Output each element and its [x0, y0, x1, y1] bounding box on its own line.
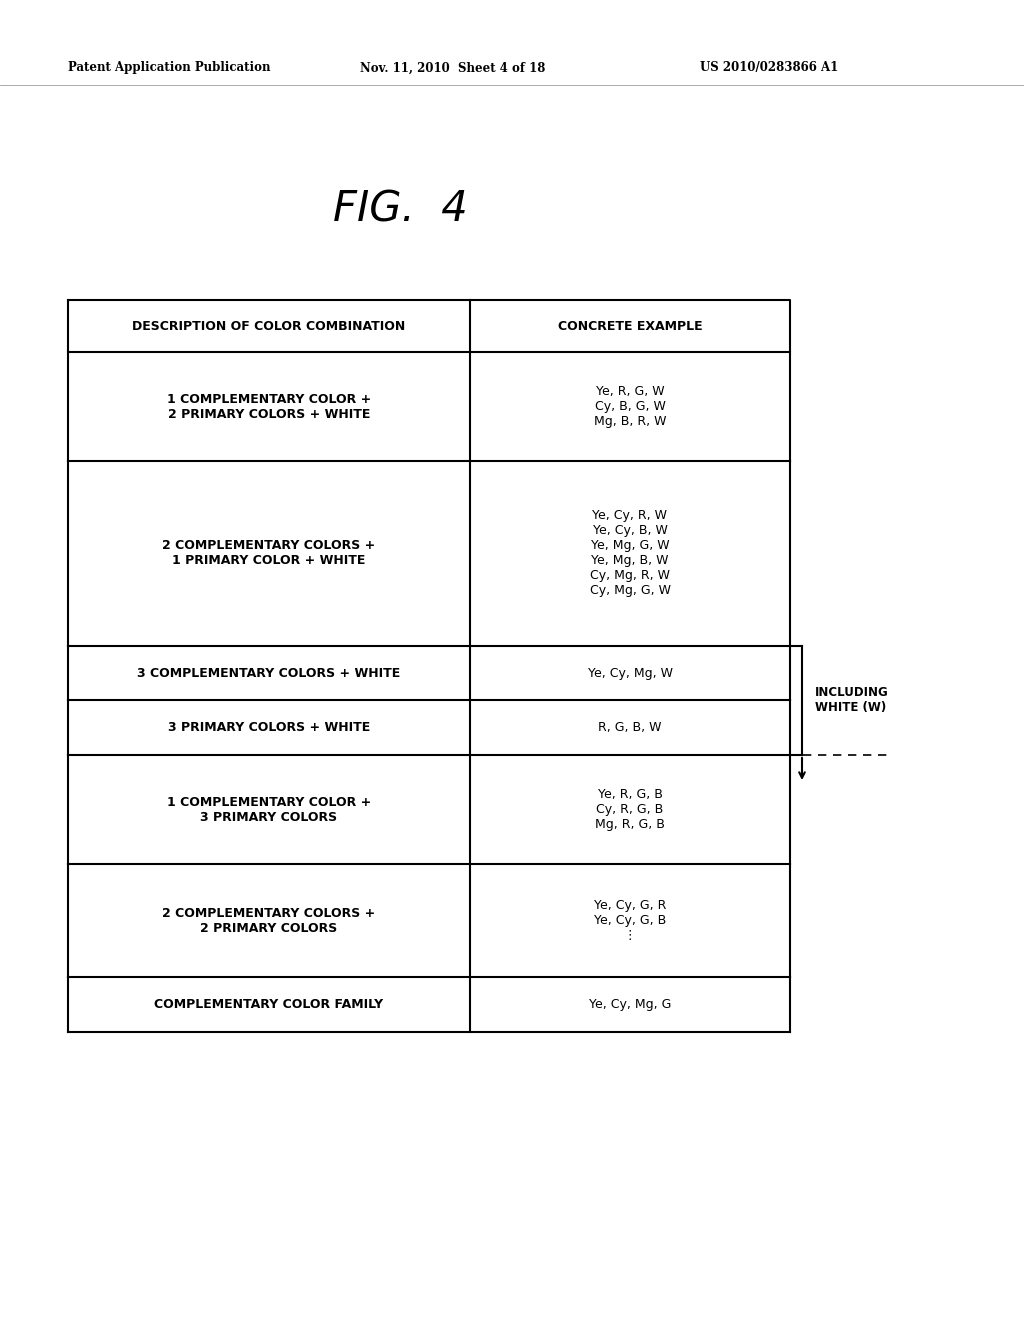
Text: Ye, Cy, Mg, W: Ye, Cy, Mg, W	[588, 667, 673, 680]
Text: 2 COMPLEMENTARY COLORS +
2 PRIMARY COLORS: 2 COMPLEMENTARY COLORS + 2 PRIMARY COLOR…	[163, 907, 376, 935]
Text: 2 COMPLEMENTARY COLORS +
1 PRIMARY COLOR + WHITE: 2 COMPLEMENTARY COLORS + 1 PRIMARY COLOR…	[163, 540, 376, 568]
Text: R, G, B, W: R, G, B, W	[598, 721, 662, 734]
Text: Ye, Cy, G, R
Ye, Cy, G, B
⋮: Ye, Cy, G, R Ye, Cy, G, B ⋮	[594, 899, 667, 942]
Text: 1 COMPLEMENTARY COLOR +
3 PRIMARY COLORS: 1 COMPLEMENTARY COLOR + 3 PRIMARY COLORS	[167, 796, 371, 824]
Text: 1 COMPLEMENTARY COLOR +
2 PRIMARY COLORS + WHITE: 1 COMPLEMENTARY COLOR + 2 PRIMARY COLORS…	[167, 392, 371, 421]
Text: DESCRIPTION OF COLOR COMBINATION: DESCRIPTION OF COLOR COMBINATION	[132, 319, 406, 333]
Text: 3 PRIMARY COLORS + WHITE: 3 PRIMARY COLORS + WHITE	[168, 721, 370, 734]
Text: Patent Application Publication: Patent Application Publication	[68, 62, 270, 74]
Text: US 2010/0283866 A1: US 2010/0283866 A1	[700, 62, 839, 74]
Text: COMPLEMENTARY COLOR FAMILY: COMPLEMENTARY COLOR FAMILY	[155, 998, 384, 1011]
Text: Ye, Cy, R, W
Ye, Cy, B, W
Ye, Mg, G, W
Ye, Mg, B, W
Cy, Mg, R, W
Cy, Mg, G, W: Ye, Cy, R, W Ye, Cy, B, W Ye, Mg, G, W Y…	[590, 510, 671, 598]
Text: Ye, Cy, Mg, G: Ye, Cy, Mg, G	[589, 998, 671, 1011]
Text: INCLUDING
WHITE (W): INCLUDING WHITE (W)	[815, 686, 889, 714]
Text: FIG.  4: FIG. 4	[333, 189, 467, 231]
Text: Ye, R, G, W
Cy, B, G, W
Mg, B, R, W: Ye, R, G, W Cy, B, G, W Mg, B, R, W	[594, 385, 667, 428]
Text: CONCRETE EXAMPLE: CONCRETE EXAMPLE	[558, 319, 702, 333]
Text: Ye, R, G, B
Cy, R, G, B
Mg, R, G, B: Ye, R, G, B Cy, R, G, B Mg, R, G, B	[595, 788, 665, 832]
Text: 3 COMPLEMENTARY COLORS + WHITE: 3 COMPLEMENTARY COLORS + WHITE	[137, 667, 400, 680]
Text: Nov. 11, 2010  Sheet 4 of 18: Nov. 11, 2010 Sheet 4 of 18	[360, 62, 546, 74]
